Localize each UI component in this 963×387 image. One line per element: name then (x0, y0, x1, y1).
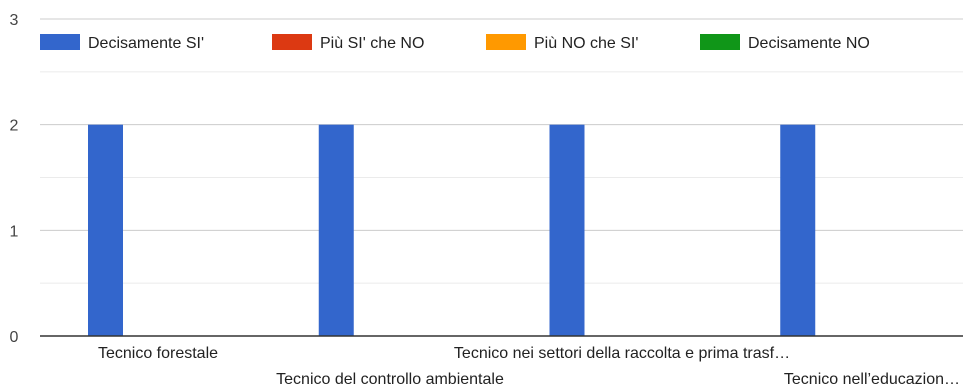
category-label: Tecnico forestale (98, 345, 218, 362)
legend[interactable]: Decisamente SI' Più SI' che NO Più NO che … (40, 34, 870, 52)
legend-item[interactable]: Decisamente SI' (40, 34, 204, 52)
category-label: Tecnico nei settori della raccolta e pri… (454, 345, 790, 362)
legend-item[interactable]: Più SI' che NO (272, 34, 424, 52)
category-labels: Tecnico forestale Tecnico del controllo a… (98, 345, 960, 387)
y-axis-ticks: 0 1 2 3 (10, 12, 19, 346)
legend-label: Più NO che SI' (534, 35, 638, 52)
y-tick-label: 0 (10, 329, 19, 346)
legend-swatch (700, 34, 740, 50)
bar (88, 124, 123, 337)
y-tick-label: 2 (10, 118, 19, 135)
bar (318, 124, 354, 337)
y-tick-label: 1 (10, 223, 19, 240)
legend-label: Decisamente SI' (88, 35, 204, 52)
bar (780, 124, 816, 337)
gridlines (40, 18, 963, 284)
legend-swatch (40, 34, 80, 50)
y-tick-label: 3 (10, 12, 19, 29)
bars (88, 124, 816, 337)
legend-swatch (486, 34, 526, 50)
legend-label: Più SI' che NO (320, 35, 424, 52)
legend-label: Decisamente NO (748, 35, 870, 52)
bar (549, 124, 585, 337)
legend-item[interactable]: Decisamente NO (700, 34, 870, 52)
legend-item[interactable]: Più NO che SI' (486, 34, 638, 52)
legend-swatch (272, 34, 312, 50)
category-label: Tecnico nell’educazion… (784, 371, 960, 387)
category-label: Tecnico del controllo ambientale (276, 371, 504, 387)
